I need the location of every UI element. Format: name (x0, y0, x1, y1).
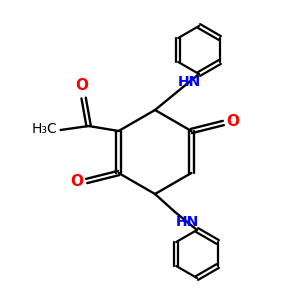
Text: O: O (226, 113, 239, 128)
Text: HN: HN (176, 215, 199, 229)
Text: H₃C: H₃C (32, 122, 58, 136)
Text: O: O (75, 78, 88, 93)
Text: HN: HN (178, 75, 201, 89)
Text: O: O (70, 173, 84, 188)
